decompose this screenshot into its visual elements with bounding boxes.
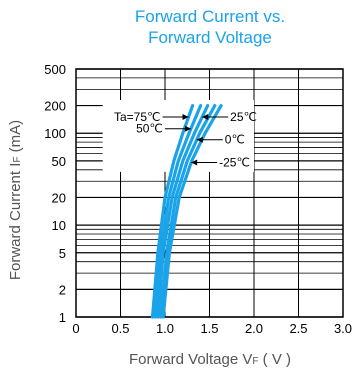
annotation-arrowhead [191, 159, 198, 166]
y-tick-label: 5 [59, 246, 66, 261]
y-tick-label: 10 [52, 218, 66, 233]
annotation-label: 25℃ [230, 110, 257, 124]
x-tick-label: 1.5 [200, 321, 218, 336]
annotation-label: 0℃ [225, 133, 245, 147]
x-tick-label: 2.5 [289, 321, 307, 336]
x-tick-label: 1.0 [156, 321, 174, 336]
y-tick-label: 50 [52, 154, 66, 169]
series-line-1 [153, 104, 203, 319]
x-tick-label: 2.0 [245, 321, 263, 336]
annotation-arrowhead [202, 114, 209, 121]
annotation-label: 50℃ [136, 122, 163, 136]
curves [150, 104, 223, 319]
y-tick-label: 1 [59, 310, 66, 325]
annotation-label: Ta=75℃ [114, 110, 161, 124]
y-axis-label: Forward Current IF (mA) [7, 120, 24, 280]
x-tick-label: 0 [72, 321, 79, 336]
series-line-3 [159, 104, 217, 319]
annotation-arrowhead [184, 125, 191, 132]
plot-frame [75, 68, 344, 318]
x-tick-label: 0.5 [111, 321, 129, 336]
annotations: Ta=75℃50℃ 25℃ 0℃ -25℃ [114, 110, 257, 169]
grid [75, 68, 344, 318]
chart-title: Forward Current vs. [134, 7, 286, 26]
x-axis-label: Forward Voltage VF ( V ) [128, 351, 291, 368]
annotation-arrowhead [196, 136, 203, 143]
x-tick-label: 3.0 [334, 321, 352, 336]
series-line-4 [161, 104, 223, 319]
svg-text:Forward Current IF (mA): Forward Current IF (mA) [7, 120, 24, 280]
y-tick-label: 200 [44, 99, 66, 114]
chart-subtitle: Forward Voltage [148, 28, 272, 47]
y-tick-label: 2 [59, 282, 66, 297]
annotation-arrowhead [182, 114, 189, 121]
annotation-label: -25℃ [219, 156, 250, 170]
ticks: 0 0.5 1.0 1.5 2.0 2.5 3.0 1 2 5 10 20 50 100 200 500 [44, 62, 352, 336]
y-tick-label: 20 [52, 190, 66, 205]
y-tick-label: 500 [44, 62, 66, 77]
y-tick-label: 100 [44, 126, 66, 141]
series-line-2 [156, 104, 210, 319]
